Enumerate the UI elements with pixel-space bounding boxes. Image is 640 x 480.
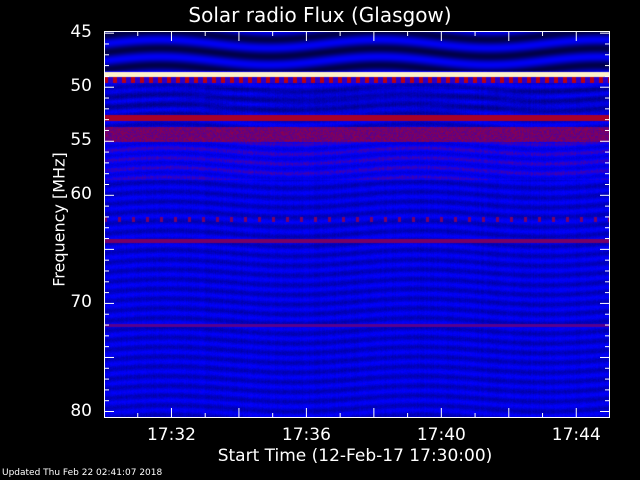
x-tick-label: 17:40 <box>416 425 466 445</box>
y-tick-label: 70 <box>70 292 92 313</box>
y-tick-label: 55 <box>70 130 92 151</box>
plot-axes <box>104 31 610 418</box>
x-tick-label: 17:36 <box>281 425 331 445</box>
chart-title: Solar radio Flux (Glasgow) <box>188 3 452 27</box>
plot-frame <box>104 31 610 418</box>
y-tick-label: 80 <box>70 400 92 421</box>
spectrogram-heatmap <box>104 31 610 418</box>
y-axis-label: Frequency [MHz] <box>49 152 69 287</box>
x-axis-label: Start Time (12-Feb-17 17:30:00) <box>217 446 493 466</box>
y-tick-label: 60 <box>70 184 92 205</box>
plot-area <box>104 31 610 418</box>
x-tick-label: 17:44 <box>551 425 601 445</box>
x-tick-label: 17:32 <box>146 425 196 445</box>
y-tick-label: 45 <box>70 22 92 43</box>
updated-timestamp: Updated Thu Feb 22 02:41:07 2018 <box>2 468 163 478</box>
y-tick-label: 50 <box>70 76 92 97</box>
